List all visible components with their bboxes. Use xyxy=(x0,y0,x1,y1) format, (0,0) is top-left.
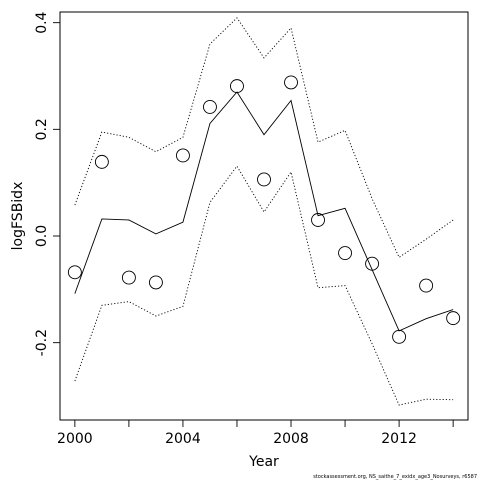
fitted-line xyxy=(74,91,454,332)
observed-point xyxy=(94,154,109,169)
fitted-series xyxy=(74,91,454,332)
y-tick-label: 0.0 xyxy=(34,225,50,247)
observed-point xyxy=(67,265,82,280)
observed-point xyxy=(230,79,244,94)
x-tick-label: 2008 xyxy=(273,431,309,447)
y-axis-title: logFSBidx xyxy=(10,182,26,251)
y-tick-label: 0.2 xyxy=(34,118,50,140)
y-axis: -0.2 0.0 0.2 0.4 xyxy=(34,11,61,356)
observed-point xyxy=(148,275,163,290)
observed-point xyxy=(419,278,434,293)
observed-point xyxy=(392,329,407,344)
observed-point xyxy=(121,270,136,285)
footer-note: stockassessment.org, NS_saithe_7_exidx_a… xyxy=(313,474,477,480)
observed-point xyxy=(175,148,190,163)
upper-bound-series xyxy=(74,17,454,258)
plot-frame xyxy=(59,11,469,421)
lower-bound-line xyxy=(74,165,454,406)
x-tick-label: 2012 xyxy=(381,431,417,447)
x-tick-label: 2000 xyxy=(57,431,93,447)
x-axis-title: Year xyxy=(248,454,279,470)
y-tick-label: 0.4 xyxy=(34,11,50,33)
observed-point xyxy=(257,172,271,187)
observed-point xyxy=(203,99,217,114)
observed-point xyxy=(365,256,380,271)
observed-point xyxy=(311,213,325,227)
x-axis: 2000 2004 2008 2012 xyxy=(57,419,454,447)
observed-points xyxy=(67,75,461,344)
x-tick-label: 2004 xyxy=(165,431,201,447)
lower-bound-series xyxy=(74,165,454,406)
observed-point xyxy=(446,311,461,326)
observed-point xyxy=(284,75,298,90)
observed-point xyxy=(338,246,353,261)
y-tick-label: -0.2 xyxy=(34,329,50,356)
upper-bound-line xyxy=(74,17,454,258)
